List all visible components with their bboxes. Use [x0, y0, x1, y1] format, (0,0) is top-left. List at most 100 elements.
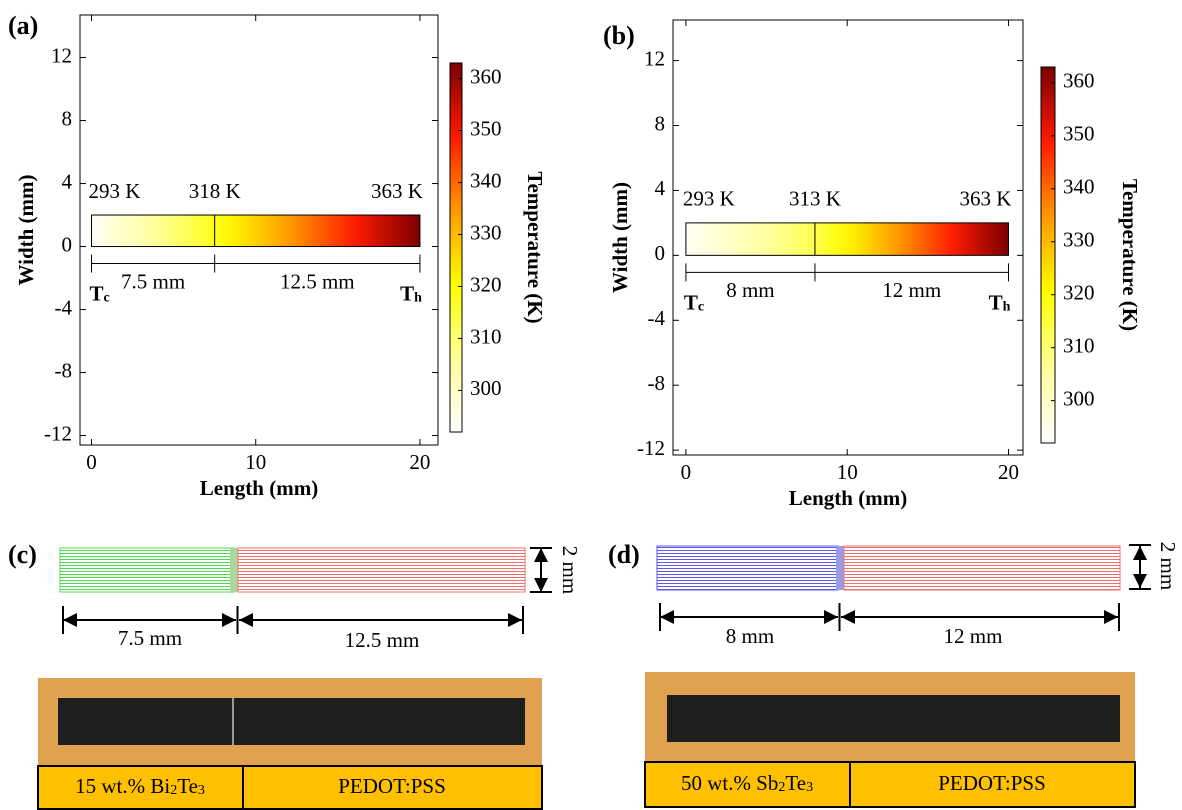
end-label: Tc — [684, 290, 704, 314]
plot-frame — [79, 14, 439, 446]
segment-label: 12 mm — [882, 278, 941, 302]
symbol: T — [89, 281, 103, 305]
material-box — [849, 761, 1136, 808]
colorbar-tick-label: 300 — [1063, 386, 1095, 410]
colorbar — [449, 62, 463, 433]
y-tick-label: -8 — [55, 358, 73, 382]
subscript: h — [414, 291, 422, 306]
x-tick-label: 0 — [681, 460, 692, 484]
colorbar-tick-label: 310 — [470, 324, 502, 348]
y-axis-label: Width (mm) — [608, 182, 632, 293]
end-label: Th — [989, 290, 1011, 314]
segment-label: 12.5 mm — [280, 269, 355, 293]
material-box — [242, 765, 543, 810]
y-tick-label: 8 — [655, 111, 666, 135]
colorbar-tick-label: 340 — [470, 168, 502, 192]
material-box — [644, 761, 851, 808]
colorbar — [1040, 66, 1056, 444]
dimension-label: 2 mm — [1156, 542, 1180, 590]
dimension-label: 8 mm — [726, 624, 774, 648]
temperature-label: 363 K — [371, 179, 423, 203]
panel-label: (a) — [8, 11, 38, 40]
y-tick-label: 0 — [62, 232, 73, 256]
text-part: 50 wt.% Sb — [681, 771, 778, 795]
material-label: 15 wt.% Bi2Te3 — [75, 774, 205, 798]
temperature-strip — [90, 214, 421, 248]
panel-label: (b) — [603, 21, 635, 50]
y-tick-label: -4 — [648, 306, 666, 330]
y-tick-label: 12 — [644, 46, 665, 70]
segment-schematic — [656, 545, 839, 591]
y-tick-label: 8 — [62, 106, 73, 130]
symbol: T — [400, 281, 414, 305]
colorbar-tick-label: 310 — [1063, 333, 1095, 357]
segment-schematic — [59, 547, 236, 593]
y-tick-label: -12 — [44, 421, 72, 445]
subscript: 3 — [198, 783, 205, 798]
y-axis-label: Width (mm) — [14, 174, 38, 285]
junction — [836, 546, 844, 590]
panel-label: (c) — [8, 540, 37, 569]
colorbar-tick-label: 350 — [470, 116, 502, 140]
colorbar-tick-label: 320 — [1063, 281, 1095, 305]
colorbar-tick-label: 360 — [470, 64, 502, 88]
colorbar-tick-label: 330 — [1063, 228, 1095, 252]
subscript: c — [698, 300, 704, 315]
plot-frame — [672, 19, 1024, 456]
colorbar-label: Temperature (K) — [523, 171, 547, 323]
symbol: T — [989, 290, 1003, 314]
x-tick-label: 20 — [998, 460, 1019, 484]
segment-schematic — [237, 547, 526, 593]
colorbar-tick-label: 340 — [1063, 175, 1095, 199]
text-part: 15 wt.% Bi — [75, 774, 170, 798]
x-axis-label: Length (mm) — [789, 486, 907, 510]
dimension-label: 2 mm — [558, 546, 582, 594]
segment-schematic — [843, 545, 1121, 591]
y-tick-label: 4 — [62, 169, 73, 193]
temperature-label: 363 K — [960, 187, 1012, 211]
material-label: 50 wt.% Sb2Te3 — [681, 771, 813, 795]
material-label: PEDOT:PSS — [338, 774, 446, 798]
x-tick-label: 20 — [409, 450, 430, 474]
y-tick-label: 4 — [655, 176, 666, 200]
colorbar-tick-label: 330 — [470, 220, 502, 244]
colorbar-tick-label: 350 — [1063, 122, 1095, 146]
panel-d: (d) 2 mm 8 mm 12 mm 50 wt.% Sb2Te3 PEDOT… — [608, 540, 1180, 808]
temperature-label: 318 K — [189, 179, 241, 203]
colorbar-label: Temperature (K) — [1118, 179, 1142, 331]
symbol: T — [684, 290, 698, 314]
y-tick-label: 12 — [51, 43, 72, 67]
y-tick-label: 0 — [655, 241, 666, 265]
junction — [230, 548, 238, 592]
text-part: Te — [177, 774, 198, 798]
temperature-label: 293 K — [88, 179, 140, 203]
subscript: 3 — [806, 780, 813, 795]
temperature-label: 313 K — [789, 187, 841, 211]
dimension-label: 12.5 mm — [345, 628, 420, 652]
dimension-label: 12 mm — [944, 624, 1003, 648]
text-part: Te — [785, 771, 806, 795]
colorbar-tick-label: 360 — [1063, 69, 1095, 93]
y-tick-label: -12 — [637, 436, 665, 460]
sample-photo — [667, 695, 1120, 742]
text-part: PEDOT:PSS — [938, 771, 1046, 795]
panel-label: (d) — [608, 540, 640, 569]
x-tick-label: 10 — [245, 450, 266, 474]
x-tick-label: 0 — [86, 450, 97, 474]
temperature-label: 293 K — [683, 187, 735, 211]
subscript: c — [104, 291, 110, 306]
end-label: Th — [400, 281, 422, 305]
subscript: 2 — [170, 783, 177, 798]
subscript: 2 — [778, 780, 785, 795]
material-label: PEDOT:PSS — [938, 771, 1046, 795]
chart: (b) -12 -8 -4 0 4 8 12 0 10 20 Length (mm) Width (mm… — [603, 19, 1142, 510]
temperature-strip — [685, 222, 1009, 256]
sample-photo — [58, 698, 525, 745]
segment-label: 8 mm — [726, 278, 774, 302]
text-part: PEDOT:PSS — [338, 774, 446, 798]
material-box — [37, 765, 244, 810]
x-tick-label: 10 — [837, 460, 858, 484]
colorbar-tick-label: 320 — [470, 272, 502, 296]
colorbar-tick-label: 300 — [470, 376, 502, 400]
